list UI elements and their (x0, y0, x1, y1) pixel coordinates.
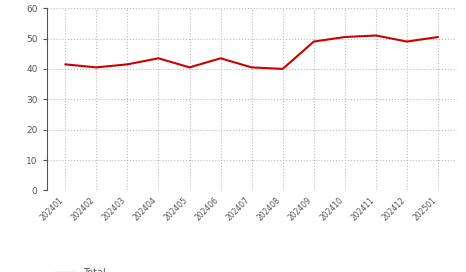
Legend: Total: Total (51, 264, 109, 272)
